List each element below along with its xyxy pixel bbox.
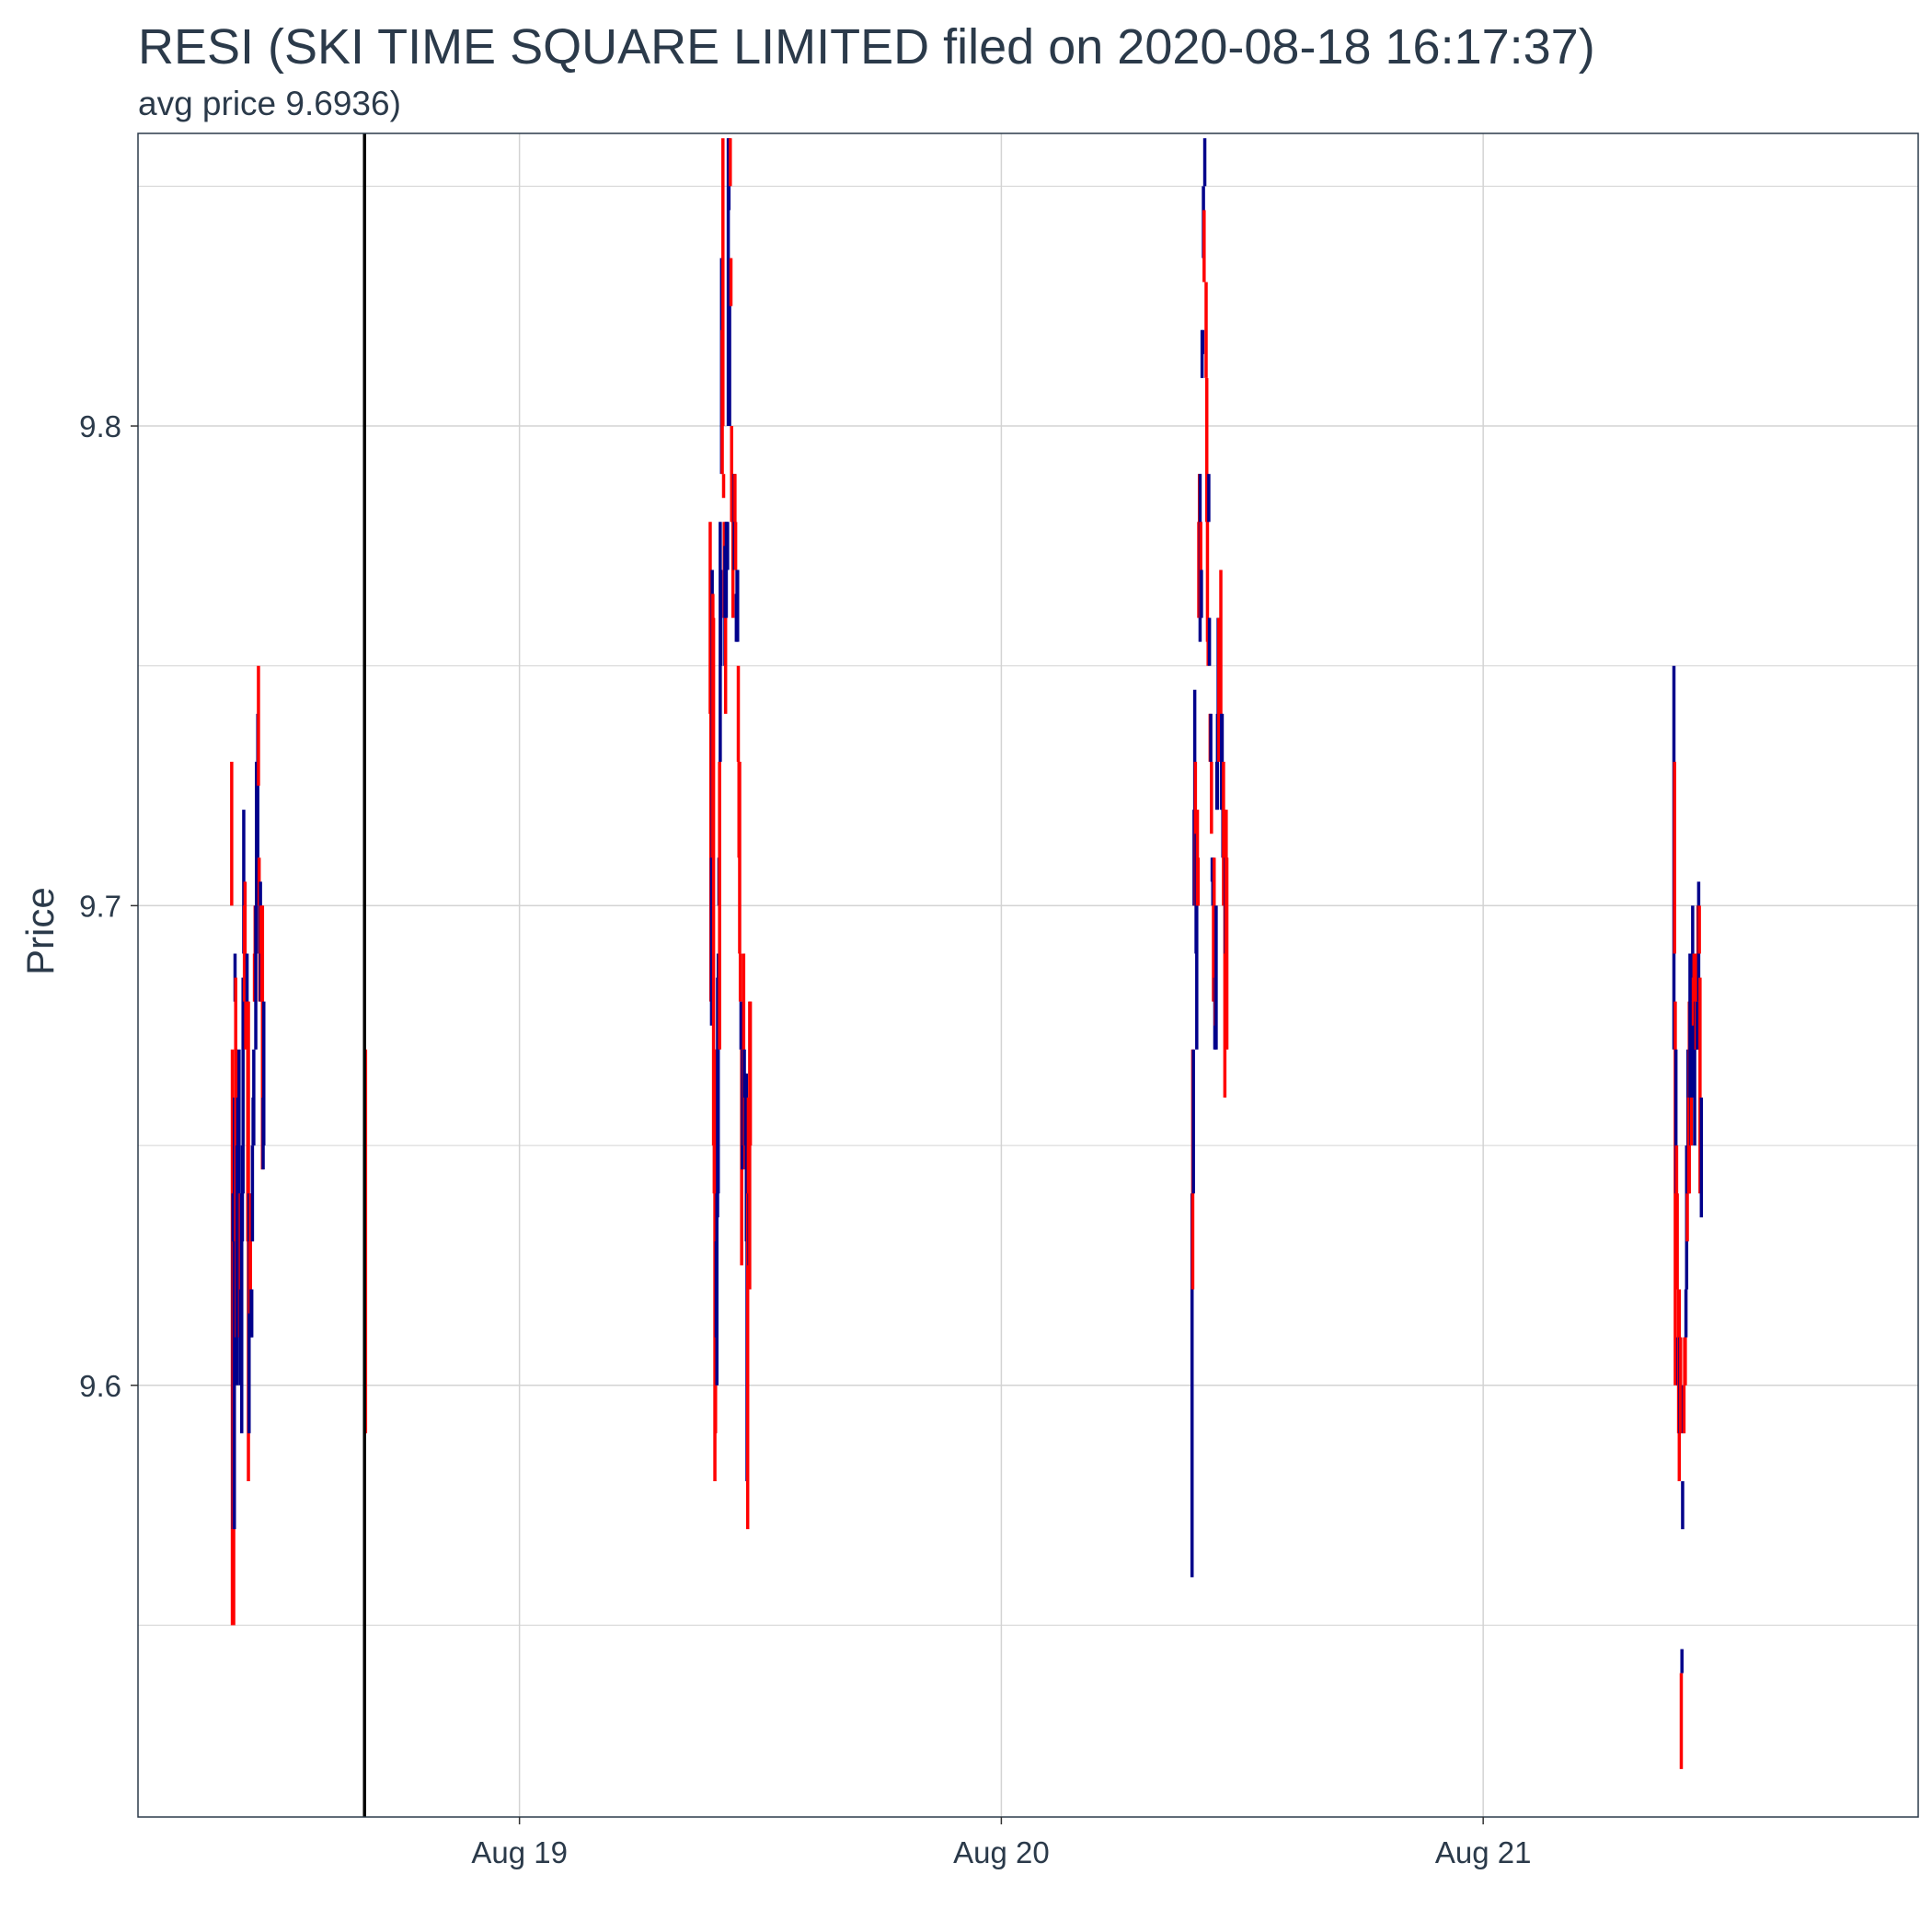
x-tick-label: Aug 19 [471, 1835, 568, 1869]
x-tick-label: Aug 20 [953, 1835, 1050, 1869]
price-bars [230, 138, 1704, 1769]
chart-title: RESI (SKI TIME SQUARE LIMITED filed on 2… [138, 19, 1595, 75]
grid-lines [138, 133, 1918, 1817]
x-axis-ticks: Aug 19 Aug 20 Aug 21 [471, 1817, 1531, 1869]
y-axis-ticks: 9.6 9.7 9.8 [79, 409, 138, 1403]
y-tick-label: 9.8 [79, 409, 121, 443]
y-tick-label: 9.7 [79, 889, 121, 923]
chart-subtitle: avg price 9.6936) [138, 85, 401, 122]
plot-panel-border [137, 132, 1919, 1818]
x-tick-label: Aug 21 [1435, 1835, 1532, 1869]
y-tick-label: 9.6 [79, 1369, 121, 1403]
